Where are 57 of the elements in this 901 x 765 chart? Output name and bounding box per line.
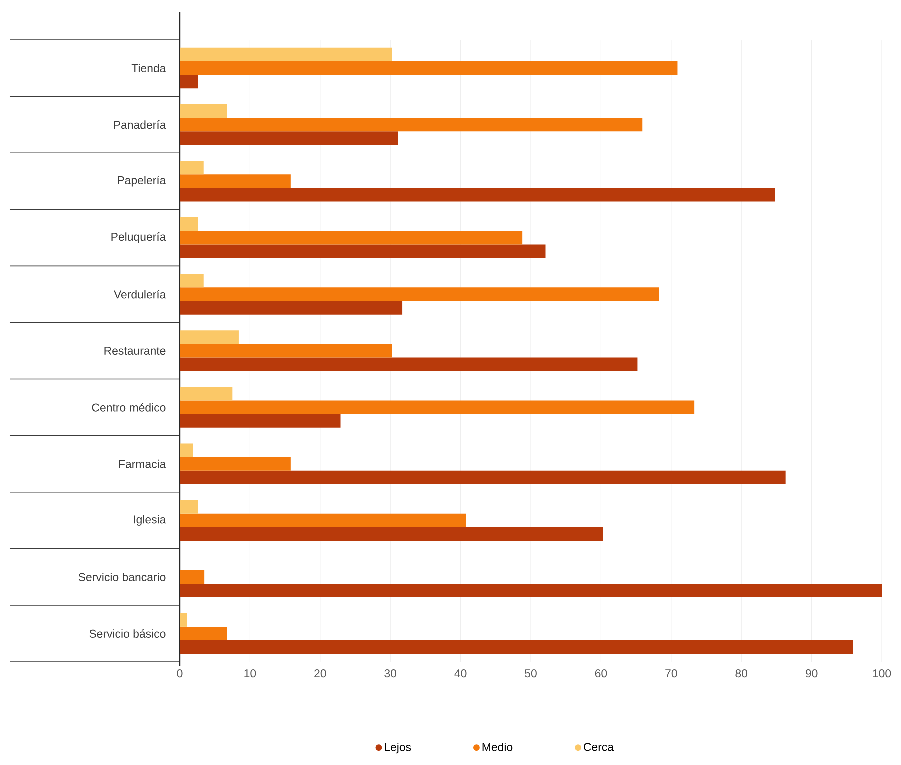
y-tick-label: Centro médico [92, 403, 166, 412]
legend-label: Cerca [584, 743, 614, 752]
legend-label: Lejos [385, 742, 412, 754]
x-tick-label: 80 [736, 670, 748, 678]
y-tick-label: Papelería [118, 176, 166, 187]
bar [180, 104, 228, 118]
bar [180, 301, 403, 315]
bar [180, 444, 194, 458]
x-tick-label: 70 [666, 670, 678, 678]
bar [180, 218, 198, 232]
x-tick-label: 0 [177, 670, 183, 678]
bar [180, 244, 546, 258]
bar [180, 584, 882, 598]
bar [180, 231, 523, 245]
bar [180, 288, 660, 302]
bar [180, 48, 392, 62]
bar [180, 500, 198, 514]
bar [180, 400, 695, 414]
bar [180, 75, 198, 89]
bar [180, 514, 466, 528]
bar [180, 626, 228, 641]
y-tick-label: Panadería [114, 120, 166, 130]
bar [180, 132, 398, 146]
bar [180, 613, 188, 627]
bar [180, 358, 638, 372]
bar [180, 527, 604, 541]
bar [180, 118, 643, 132]
bar [180, 174, 291, 188]
y-tick-label: Iglesia [134, 515, 166, 526]
bar [180, 61, 678, 76]
x-tick-label: 60 [595, 670, 608, 678]
bar [180, 188, 776, 202]
x-tick-label: 90 [806, 670, 818, 678]
bar [180, 387, 233, 401]
x-tick-label: 50 [525, 670, 537, 678]
bar [180, 274, 204, 288]
bar [180, 414, 341, 428]
y-tick-label: Servicio básico [90, 629, 166, 638]
bar [180, 344, 392, 358]
y-tick-label: Servicio bancario [78, 572, 166, 582]
bar [180, 570, 205, 584]
x-tick-label: 10 [244, 670, 256, 678]
y-tick-label: Farmacia [119, 460, 166, 468]
y-tick-label: Verdulería [114, 290, 166, 299]
bar [180, 640, 854, 654]
x-tick-label: 100 [873, 670, 892, 678]
legend-label: Medio [482, 742, 513, 752]
bar [180, 161, 204, 175]
x-tick-label: 20 [314, 670, 326, 678]
x-tick-label: 30 [384, 670, 397, 678]
bar [180, 470, 786, 484]
x-tick-label: 40 [454, 670, 467, 678]
bar [180, 330, 239, 344]
y-tick-label: Peluquería [112, 232, 166, 244]
y-tick-label: Tienda [132, 64, 166, 72]
y-tick-label: Restaurante [104, 347, 166, 355]
bar [180, 457, 291, 471]
